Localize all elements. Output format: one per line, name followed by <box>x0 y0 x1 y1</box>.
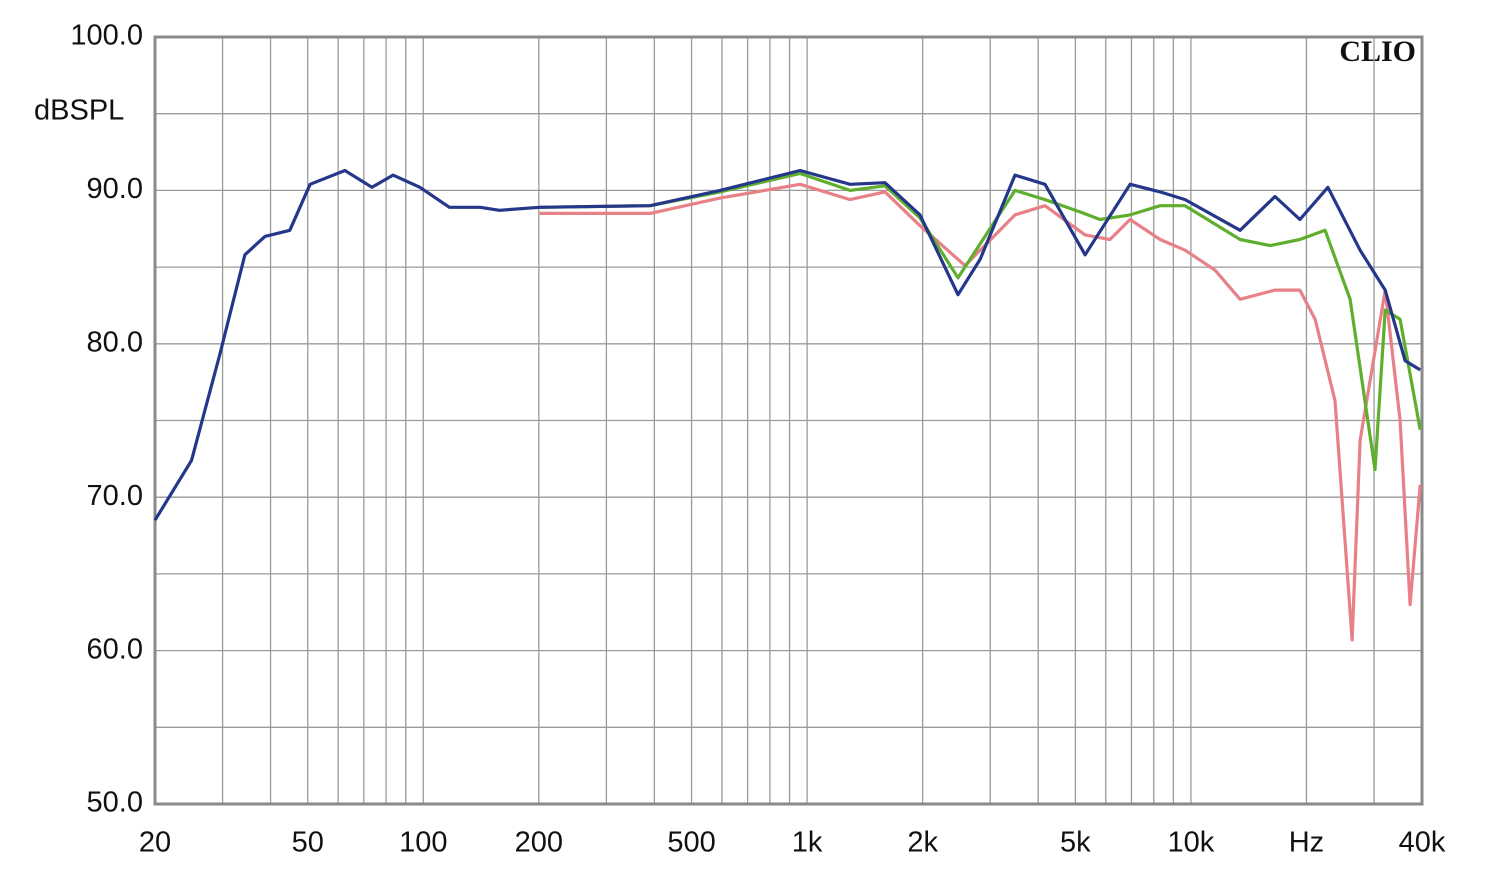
response-line <box>539 171 1422 472</box>
response-line <box>153 168 1422 522</box>
x-tick-label: 10k <box>1168 827 1215 859</box>
x-tick-label: 1k <box>792 827 823 859</box>
y-tick-label: 60.0 <box>87 633 143 665</box>
x-tick-label: 40k <box>1399 827 1446 859</box>
watermark: CLIO <box>1339 35 1416 68</box>
x-tick-label: Hz <box>1289 827 1324 859</box>
plot-frame <box>153 35 1424 806</box>
y-tick-label: 90.0 <box>87 173 143 205</box>
x-tick-label: 50 <box>292 827 324 859</box>
response-line <box>539 182 1422 642</box>
x-tick-label: 500 <box>667 827 715 859</box>
x-tick-label: 200 <box>515 827 563 859</box>
x-tick-label: 2k <box>907 827 938 859</box>
x-tick-label: 5k <box>1060 827 1091 859</box>
y-tick-label: 80.0 <box>87 326 143 358</box>
y-tick-label: 50.0 <box>87 787 143 819</box>
y-axis-label: dBSPL <box>34 95 124 127</box>
y-tick-label: 100.0 <box>70 20 143 52</box>
x-tick-label: 20 <box>139 827 171 859</box>
y-tick-label: 70.0 <box>87 480 143 512</box>
x-tick-label: 100 <box>399 827 447 859</box>
